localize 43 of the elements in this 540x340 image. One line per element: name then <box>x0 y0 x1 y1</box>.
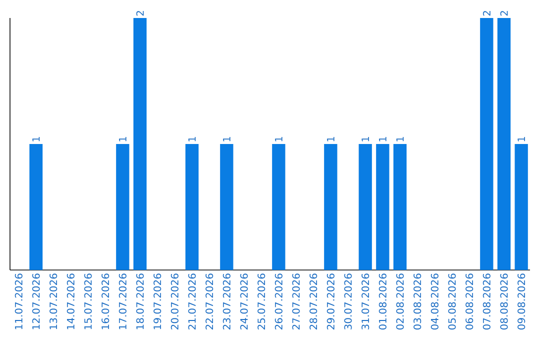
x-tick-label: 31.07.2026 <box>362 274 370 330</box>
data-label: 1 <box>188 136 196 142</box>
data-label: 1 <box>379 136 386 142</box>
x-tick-label: 01.08.2026 <box>378 274 386 330</box>
x-tick-label: 23.07.2026 <box>222 274 230 330</box>
x-tick-label: 09.08.2026 <box>518 274 526 330</box>
data-label: 2 <box>482 11 490 16</box>
data-label: 2 <box>500 11 508 16</box>
x-tick-label: 24.07.2026 <box>240 274 248 330</box>
data-label: 1 <box>32 136 40 142</box>
data-label: 1 <box>518 136 525 142</box>
x-tick-label: 19.07.2026 <box>154 274 162 330</box>
x-tick-label: 20.07.2026 <box>170 274 178 330</box>
x-tick-label: 28.07.2026 <box>310 274 318 330</box>
x-tick-label: 21.07.2026 <box>188 274 196 330</box>
x-tick-label: 26.07.2026 <box>274 274 282 330</box>
data-label: 1 <box>223 136 230 142</box>
x-tick-label: 14.07.2026 <box>66 274 74 330</box>
x-tick-label: 05.08.2026 <box>448 274 456 330</box>
data-label: 1 <box>396 136 404 142</box>
x-tick-label: 29.07.2026 <box>326 274 334 330</box>
x-tick-label: 17.07.2026 <box>118 274 126 330</box>
data-label: 1 <box>275 136 282 142</box>
x-tick-label: 08.08.2026 <box>500 274 508 330</box>
x-tick-label: 16.07.2026 <box>102 274 110 330</box>
x-tick-label: 22.07.2026 <box>206 274 214 330</box>
x-tick-label: 06.08.2026 <box>466 274 474 330</box>
x-tick-label: 11.07.2026 <box>14 274 22 330</box>
x-tick-label: 30.07.2026 <box>344 274 352 330</box>
x-tick-label: 04.08.2026 <box>430 274 438 330</box>
x-tick-label: 13.07.2026 <box>50 274 58 330</box>
x-tick-label: 03.08.2026 <box>414 274 422 330</box>
data-label: 1 <box>119 136 126 142</box>
x-tick-label: 18.07.2026 <box>136 274 144 330</box>
data-label: 1 <box>362 136 369 142</box>
x-tick-label: 15.07.2026 <box>84 274 92 330</box>
x-tick-label: 12.07.2026 <box>32 274 40 330</box>
data-label: 1 <box>327 136 334 142</box>
x-tick-label: 07.08.2026 <box>482 274 490 330</box>
x-tick-label: 27.07.2026 <box>292 274 300 330</box>
x-tick-label: 25.07.2026 <box>258 274 266 330</box>
data-label: 2 <box>136 11 144 16</box>
x-tick-label: 02.08.2026 <box>396 274 404 330</box>
